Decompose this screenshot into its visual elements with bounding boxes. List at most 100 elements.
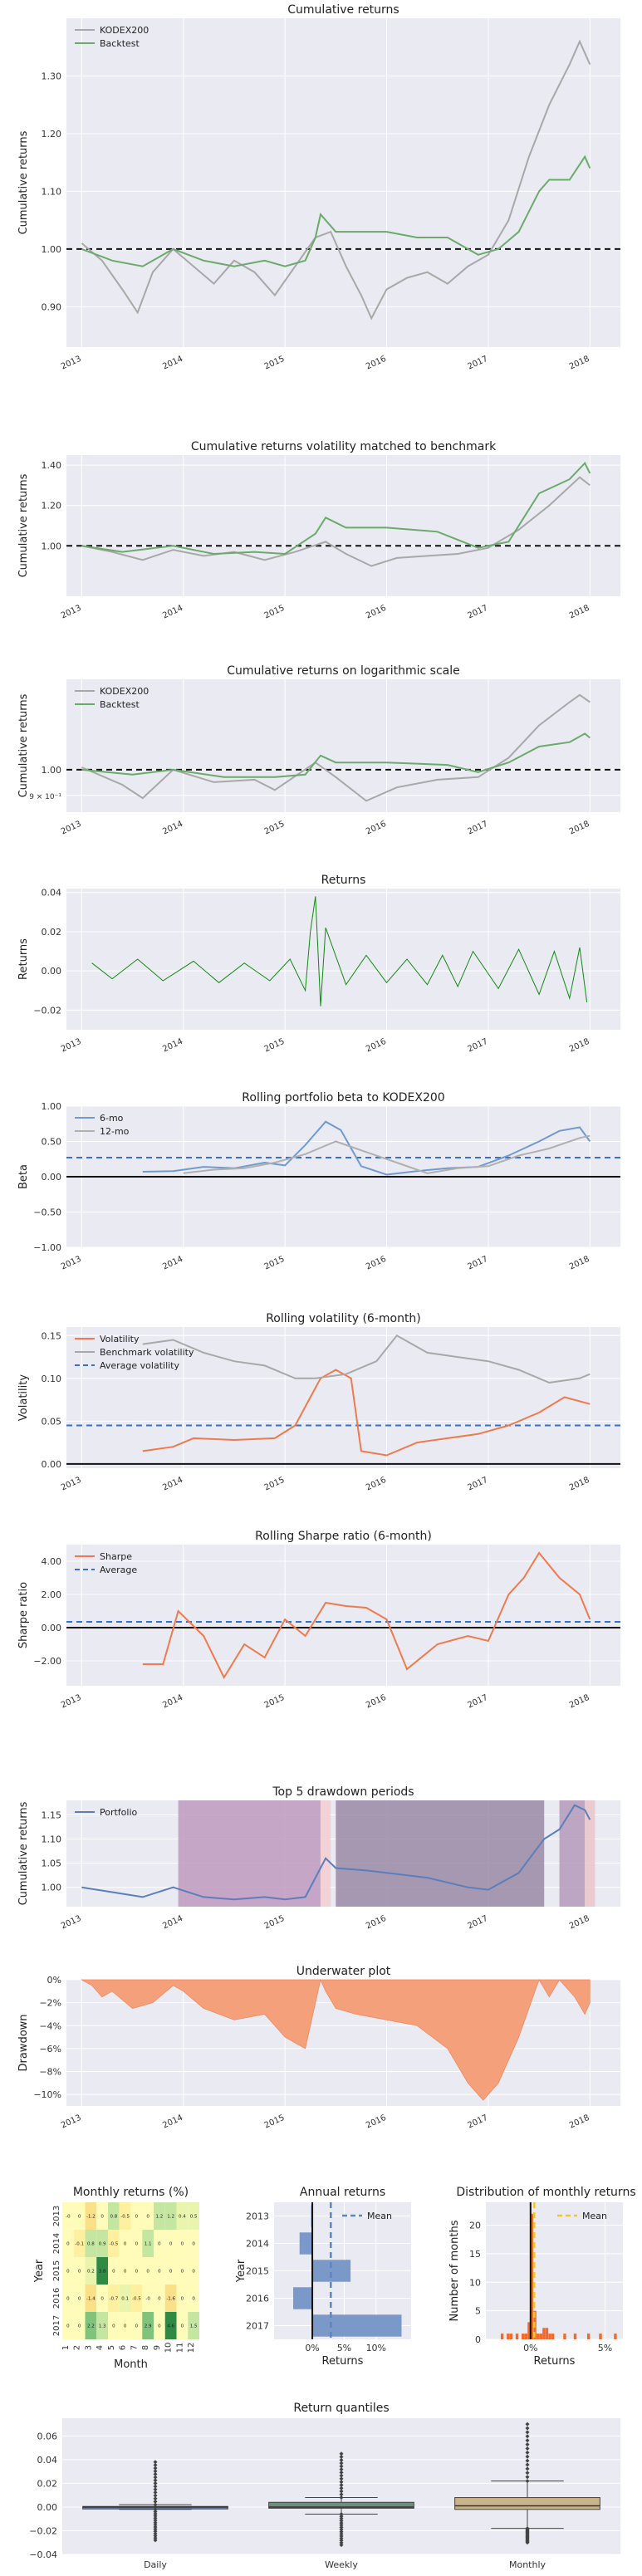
x-tick-label: 2013: [60, 604, 83, 621]
outlier-point: [153, 2487, 158, 2492]
plot-area: [66, 889, 620, 1030]
outlier-point: [525, 2434, 530, 2439]
heatmap-value: 0.8: [110, 2215, 118, 2220]
x-axis-label: Returns: [534, 2355, 576, 2368]
outlier-point: [525, 2442, 530, 2447]
outlier-point: [153, 2502, 158, 2507]
heatmap-value: 0: [78, 2270, 81, 2275]
y-tick-label: 1.10: [42, 186, 62, 197]
y-tick-label: −4%: [39, 2020, 61, 2031]
x-tick-label: 2017: [466, 820, 489, 837]
x-tick-label: 2017: [466, 1914, 489, 1932]
y-axis-label: Cumulative returns: [17, 130, 30, 234]
x-tick-label: 5%: [598, 2343, 612, 2353]
series-line: [81, 39, 591, 321]
y-tick-label: 1.10: [42, 1834, 62, 1845]
x-tick-label: 2013: [60, 1914, 83, 1932]
chart-title: Rolling volatility (6-month): [266, 1312, 421, 1325]
x-tick-label: 2: [73, 2345, 82, 2350]
x-tick-label: 4: [96, 2345, 105, 2350]
outlier-point: [339, 2516, 344, 2521]
outlier-point: [525, 2475, 530, 2480]
x-tick-label: 2018: [568, 1914, 591, 1932]
heatmap-cell: [154, 2202, 165, 2230]
x-tick-label: 2018: [568, 1693, 591, 1711]
y-tick-label: 1.00: [42, 244, 62, 255]
heatmap-value: 0: [158, 2324, 161, 2329]
outlier-point: [153, 2490, 158, 2495]
y-tick-label: 0%: [47, 1975, 61, 1986]
y-axis-label: Cumulative returns: [17, 693, 30, 797]
heatmap-value: 0: [124, 2324, 127, 2329]
heatmap-value: -1.2: [86, 2215, 96, 2220]
heatmap-cell: [85, 2285, 97, 2312]
heatmap-value: 0: [181, 2270, 184, 2275]
y-tick-label: 0.02: [37, 2478, 58, 2489]
bar: [299, 2232, 313, 2255]
outlier-point: [339, 2518, 344, 2523]
chart-title: Monthly returns (%): [73, 2186, 189, 2199]
heatmap-value: 0: [135, 2270, 139, 2275]
heatmap-cell: [188, 2285, 199, 2312]
histogram-bar: [522, 2334, 525, 2339]
underwater-area: [80, 1978, 591, 2101]
y-tick-label: 0.00: [42, 966, 62, 977]
histogram-bar: [548, 2334, 551, 2339]
legend-label: Backtest: [100, 699, 140, 710]
x-tick-label: 2015: [263, 1037, 287, 1055]
drawdown-period: [178, 1800, 321, 1907]
x-tick-label: 6: [119, 2345, 128, 2350]
heatmap-cell: [142, 2312, 154, 2339]
y-tick-label: 1.20: [42, 501, 62, 512]
outlier-point: [153, 2496, 158, 2501]
outlier-point: [339, 2523, 344, 2528]
series-line: [142, 1369, 591, 1457]
y-tick-label: 2016: [52, 2288, 61, 2309]
x-tick-label: 2014: [161, 1914, 184, 1932]
y-tick-label: 2017: [246, 2321, 269, 2332]
histogram-bar: [536, 2334, 540, 2339]
heatmap-cell: [164, 2202, 177, 2230]
outlier-point: [153, 2509, 158, 2514]
panel-8: 2013 2014 2015 2016 2017 2018 1.00 1.05 1.10 1.15…: [17, 1785, 620, 1931]
heatmap-cell: [164, 2257, 177, 2285]
x-tick-label: 2015: [263, 1255, 287, 1272]
y-tick-label: 2016: [246, 2294, 269, 2304]
x-tick-label: 2017: [466, 1476, 489, 1493]
x-tick-label: 2013: [60, 1255, 83, 1272]
x-tick-label: 2015: [263, 355, 287, 372]
panel-7: 2013 2014 2015 2016 2017 2018 −2.00 0.00 2.00 4.0…: [17, 1530, 620, 1710]
legend-label: KODEX200: [100, 686, 149, 697]
histogram-bar: [614, 2334, 617, 2339]
outlier-point: [525, 2462, 530, 2467]
y-axis-label: Year: [33, 2259, 46, 2283]
heatmap-cell: [108, 2312, 120, 2339]
legend-label: Average: [100, 1565, 137, 1575]
x-tick-label: 2015: [263, 820, 287, 837]
y-tick-label: 10: [469, 2277, 481, 2288]
bar: [293, 2287, 313, 2309]
x-axis-label: Returns: [322, 2355, 364, 2368]
heatmap-cell: [108, 2230, 120, 2257]
outlier-point: [339, 2495, 344, 2500]
legend-label: 6-mo: [100, 1113, 124, 1124]
series-line: [91, 896, 588, 1006]
outlier-point: [339, 2489, 344, 2494]
heatmap-cell: [73, 2202, 86, 2230]
outlier-point: [339, 2451, 344, 2456]
heatmap-cell: [85, 2257, 97, 2285]
y-axis-label: Beta: [17, 1164, 30, 1189]
legend-label: Benchmark volatility: [100, 1347, 194, 1358]
x-tick-label: 0%: [305, 2343, 319, 2353]
outlier-point: [153, 2534, 158, 2539]
heatmap-value: 0: [100, 2297, 104, 2302]
series-line: [142, 1551, 591, 1680]
x-tick-label: 2016: [365, 820, 388, 837]
box: [454, 2497, 600, 2510]
outlier-point: [339, 2529, 344, 2534]
outlier-point: [153, 2522, 158, 2527]
y-tick-label: 5: [475, 2306, 481, 2317]
outlier-point: [339, 2461, 344, 2466]
x-tick-label: 2014: [161, 820, 184, 837]
